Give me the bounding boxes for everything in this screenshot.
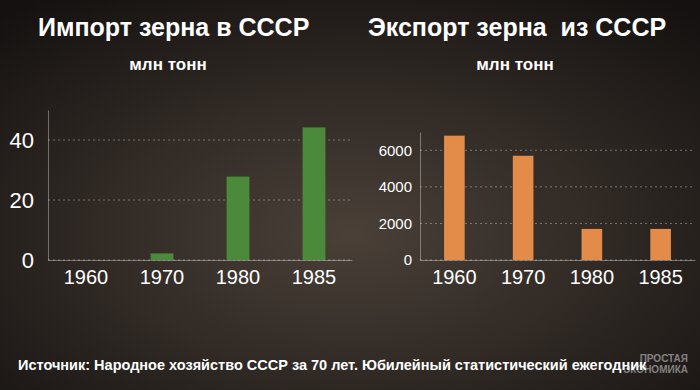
y-tick: 2000: [379, 215, 420, 232]
chart-subtitle: млн тонн: [476, 55, 553, 74]
y-tick-label: 0: [22, 248, 34, 273]
x-tick: 1980: [216, 260, 261, 288]
y-tick-label: 2000: [379, 215, 412, 232]
chart-title: Экспорт зерна из СССР: [368, 13, 666, 41]
watermark: ПРОСТАЯ: [640, 353, 688, 364]
x-tick: 1985: [292, 260, 337, 288]
y-tick-label: 6000: [379, 142, 412, 159]
y-tick: 4000: [379, 178, 420, 195]
chart-panel: Импорт зерна в СССР млн тонн 0 20 40 1960 1970…: [10, 13, 353, 288]
background: [0, 0, 700, 390]
chart-subtitle: млн тонн: [129, 55, 206, 74]
bar: [75, 260, 98, 261]
y-tick-label: 20: [10, 188, 34, 213]
y-tick: 0: [404, 251, 420, 268]
y-tick: 0: [22, 248, 48, 273]
x-axis-line: [49, 260, 353, 261]
bar: [513, 156, 534, 260]
x-tick: 1970: [501, 260, 546, 288]
y-axis-line: [48, 111, 49, 261]
watermark: ЭКОНОМИКА: [623, 364, 688, 375]
bar: [227, 177, 250, 260]
x-tick-label: 1985: [638, 266, 683, 288]
y-axis-line: [420, 133, 421, 261]
bar: [151, 253, 174, 260]
y-tick: 20: [10, 188, 48, 213]
y-tick: 40: [10, 128, 48, 153]
x-tick: 1960: [64, 260, 109, 288]
chart-svg: Импорт зерна в СССР млн тонн 0 20 40 1960 1970…: [0, 0, 700, 390]
bar: [582, 229, 603, 260]
y-axis: 0 20 40: [10, 111, 49, 273]
x-tick: 1980: [570, 260, 615, 288]
y-tick-label: 4000: [379, 178, 412, 195]
bar: [444, 136, 465, 260]
x-tick-label: 1970: [140, 266, 185, 288]
bars: [444, 136, 671, 260]
bar: [650, 229, 671, 260]
y-tick: 6000: [379, 142, 420, 159]
x-tick: 1960: [432, 260, 477, 288]
x-tick-label: 1980: [570, 266, 615, 288]
source-note: Источник: Народное хозяйство СССР за 70 …: [18, 357, 647, 373]
x-tick-label: 1970: [501, 266, 546, 288]
x-tick-label: 1985: [292, 266, 337, 288]
y-tick-label: 40: [10, 128, 34, 153]
x-tick: 1985: [638, 260, 683, 288]
y-tick-label: 0: [404, 251, 412, 268]
x-axis-line: [421, 260, 696, 261]
x-tick-label: 1960: [432, 266, 477, 288]
x-tick: 1970: [140, 260, 185, 288]
bars: [151, 127, 326, 260]
x-tick-label: 1980: [216, 266, 261, 288]
y-axis: 0 2000 4000 6000: [379, 133, 421, 269]
x-tick-label: 1960: [64, 266, 109, 288]
x-axis: 1960 1970 1980 1985: [49, 260, 353, 288]
chart-panel: Экспорт зерна из СССР млн тонн 0 2000 4000 60…: [368, 13, 696, 288]
chart-title: Импорт зерна в СССР: [38, 13, 309, 41]
x-axis: 1960 1970 1980 1985: [421, 260, 696, 288]
bar: [303, 127, 326, 260]
